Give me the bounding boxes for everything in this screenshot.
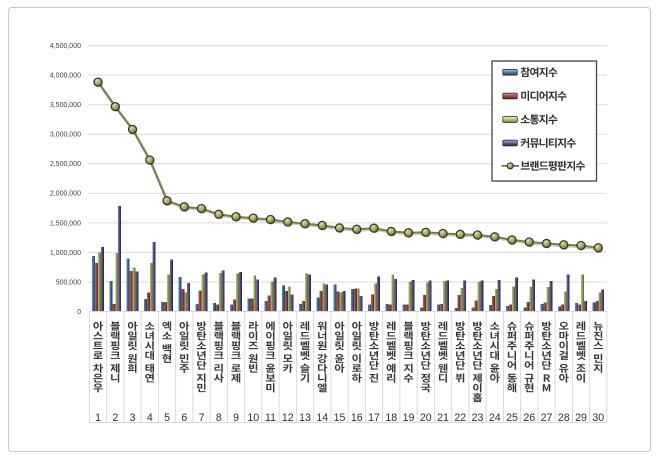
svg-text:2,000,000: 2,000,000 bbox=[50, 191, 81, 198]
svg-text:1: 1 bbox=[95, 412, 101, 424]
svg-text:4: 4 bbox=[147, 412, 153, 424]
svg-text:25: 25 bbox=[506, 412, 518, 424]
svg-text:500,000: 500,000 bbox=[56, 279, 81, 286]
svg-text:9: 9 bbox=[233, 412, 239, 424]
svg-text:30: 30 bbox=[592, 412, 604, 424]
svg-text:1,000,000: 1,000,000 bbox=[50, 250, 81, 257]
svg-text:24: 24 bbox=[489, 412, 501, 424]
svg-text:2,500,000: 2,500,000 bbox=[50, 161, 81, 168]
svg-text:13: 13 bbox=[299, 412, 311, 424]
svg-text:26: 26 bbox=[523, 412, 535, 424]
svg-text:29: 29 bbox=[575, 412, 587, 424]
svg-text:6: 6 bbox=[181, 412, 187, 424]
svg-text:4,500,000: 4,500,000 bbox=[50, 43, 81, 50]
svg-text:18: 18 bbox=[385, 412, 397, 424]
svg-text:17: 17 bbox=[368, 412, 380, 424]
svg-text:2: 2 bbox=[112, 412, 118, 424]
svg-text:12: 12 bbox=[282, 412, 294, 424]
svg-text:11: 11 bbox=[265, 412, 276, 424]
svg-text:8: 8 bbox=[216, 412, 222, 424]
svg-text:15: 15 bbox=[334, 412, 346, 424]
svg-text:23: 23 bbox=[472, 412, 484, 424]
svg-text:4,000,000: 4,000,000 bbox=[50, 73, 81, 80]
svg-text:14: 14 bbox=[316, 412, 328, 424]
svg-text:1,500,000: 1,500,000 bbox=[50, 220, 81, 227]
svg-text:21: 21 bbox=[437, 412, 449, 424]
svg-text:22: 22 bbox=[454, 412, 466, 424]
svg-text:27: 27 bbox=[541, 412, 553, 424]
svg-text:3,000,000: 3,000,000 bbox=[50, 132, 81, 139]
svg-text:7: 7 bbox=[199, 412, 205, 424]
svg-text:19: 19 bbox=[403, 412, 415, 424]
svg-text:3: 3 bbox=[130, 412, 136, 424]
svg-text:5: 5 bbox=[164, 412, 170, 424]
svg-text:28: 28 bbox=[558, 412, 570, 424]
svg-text:20: 20 bbox=[420, 412, 432, 424]
svg-text:3,500,000: 3,500,000 bbox=[50, 102, 81, 109]
svg-text:16: 16 bbox=[351, 412, 363, 424]
svg-text:0: 0 bbox=[77, 309, 81, 316]
svg-text:10: 10 bbox=[247, 412, 259, 424]
